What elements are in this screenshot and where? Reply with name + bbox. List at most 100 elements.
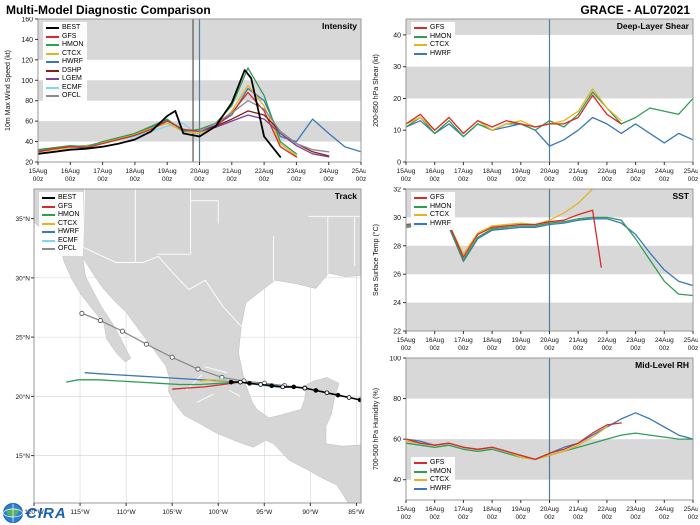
best-track-fix (280, 384, 286, 390)
series-hmon (406, 91, 693, 138)
best-track-fix (258, 382, 263, 387)
x-tick-date: 19Aug (158, 168, 177, 175)
x-tick-date: 21Aug (569, 168, 588, 175)
y-tick-label: 80 (25, 98, 33, 105)
rh-chart: 40608010015Aug00z16Aug00z17Aug00z18Aug00… (373, 356, 698, 521)
x-tick-hour: 00z (544, 514, 554, 521)
x-tick-date: 18Aug (126, 168, 145, 175)
legend-swatch (414, 487, 427, 490)
legend-swatch (46, 27, 59, 30)
x-tick-date: 22Aug (598, 168, 617, 175)
y-tick-label: 0 (397, 160, 401, 167)
x-tick-date: 15Aug (29, 168, 48, 175)
legend-swatch (414, 462, 427, 465)
x-tick-date: 18Aug (483, 506, 502, 513)
x-tick-hour: 00z (130, 176, 140, 183)
x-tick-hour: 00z (401, 176, 411, 183)
y-tick-label: 100 (389, 356, 401, 363)
legend-label: GFS (430, 24, 445, 31)
best-track-fix (357, 397, 361, 403)
series-hmon (406, 216, 693, 297)
legend-swatch (46, 35, 59, 38)
x-tick-hour: 00z (323, 176, 333, 183)
legend-label: CTCX (58, 219, 78, 227)
x-tick-hour: 00z (516, 176, 526, 183)
legend-item-gfs: GFS (414, 24, 451, 33)
legend-swatch (42, 205, 55, 208)
y-tick-label: 20 (393, 96, 401, 103)
x-tick-date: 20Aug (540, 337, 559, 344)
x-tick-date: 25Aug (352, 168, 366, 175)
forecast-position (119, 328, 125, 334)
best-track-fix (302, 385, 308, 391)
legend-item-hmon: HMON (414, 203, 451, 212)
globe-icon (3, 503, 23, 523)
track-panel-title: Track (335, 191, 357, 201)
legend-swatch (42, 248, 55, 251)
legend-item-gfs: GFS (414, 194, 451, 203)
legend-label: HMON (62, 41, 84, 48)
x-tick-hour: 00z (429, 345, 439, 352)
x-tick-date: 20Aug (540, 168, 559, 175)
legend-swatch (414, 222, 427, 225)
legend-swatch (42, 239, 55, 242)
legend-item-ecmf: ECMF (46, 84, 83, 93)
legend-swatch (46, 95, 59, 98)
x-tick-hour: 00z (688, 514, 698, 521)
y-tick-label: 160 (21, 17, 33, 24)
legend-label: CTCX (430, 211, 450, 218)
best-track-fix (269, 383, 274, 388)
legend-item-hwrf: HWRF (414, 50, 451, 59)
x-tick-hour: 00z (401, 345, 411, 352)
x-tick-date: 21Aug (569, 506, 588, 513)
legend-label: LGEM (62, 75, 82, 82)
x-tick-hour: 00z (573, 514, 583, 521)
rh-panel-title: Mid-Level RH (635, 360, 689, 370)
legend-label: GFS (62, 32, 77, 40)
sst-panel-title: SST (672, 191, 689, 201)
x-tick-hour: 00z (630, 514, 640, 521)
x-tick-hour: 00z (544, 345, 554, 352)
y-tick-label: 120 (21, 57, 33, 64)
legend-swatch (414, 44, 427, 47)
best-track-fix (228, 379, 234, 385)
series-hmon (38, 67, 298, 155)
x-tick-hour: 00z (97, 176, 107, 183)
legend-item-lgem: LGEM (46, 75, 83, 84)
x-tick-hour: 00z (194, 176, 204, 183)
page-title: Multi-Model Diagnostic Comparison (6, 3, 211, 17)
series-dshp (198, 110, 330, 157)
best-track-fix (346, 395, 352, 400)
legend-item-hmon: HMON (46, 41, 83, 50)
y-tick-label: 60 (25, 119, 33, 126)
series-best (38, 69, 282, 158)
x-tick-hour: 00z (544, 176, 554, 183)
x-tick-date: 17Aug (454, 337, 473, 344)
x-tick-hour: 00z (162, 176, 172, 183)
intensity-panel: 20 40 60 80 100 120 140 160 15Aug 00z 16Aug 00z 17Au… (2, 17, 366, 187)
legend-item-ctcx: CTCX (414, 41, 451, 50)
storm-track-hmon (66, 379, 241, 386)
x-tick-hour: 00z (630, 345, 640, 352)
x-tick-hour: 00z (401, 514, 411, 521)
best-track-fix (247, 381, 252, 386)
legend-item-hwrf: HWRF (414, 220, 451, 229)
legend-label: HWRF (430, 49, 451, 57)
x-tick-hour: 00z (458, 345, 468, 352)
legend-label: CTCX (430, 41, 450, 48)
legend-label: HMON (58, 211, 80, 218)
lon-label: 100°W (208, 508, 228, 516)
legend-label: HMON (430, 32, 452, 40)
lon-label: 105°W (162, 508, 182, 516)
series-hwrf (406, 116, 693, 147)
state-border (229, 390, 241, 397)
x-tick-hour: 00z (573, 176, 583, 183)
legend-swatch (414, 35, 427, 38)
x-tick-date: 19Aug (511, 168, 530, 175)
track-panel: 15°N 20°N 25°N 30°N 35°N 120°W 115°W 110°W 105°W… (2, 187, 366, 523)
series-gfs (406, 422, 622, 461)
x-tick-hour: 00z (659, 176, 669, 183)
legend-item-gfs: GFS (42, 203, 79, 212)
legend-item-hmon: HMON (42, 211, 79, 220)
x-tick-date: 22Aug (598, 506, 617, 513)
